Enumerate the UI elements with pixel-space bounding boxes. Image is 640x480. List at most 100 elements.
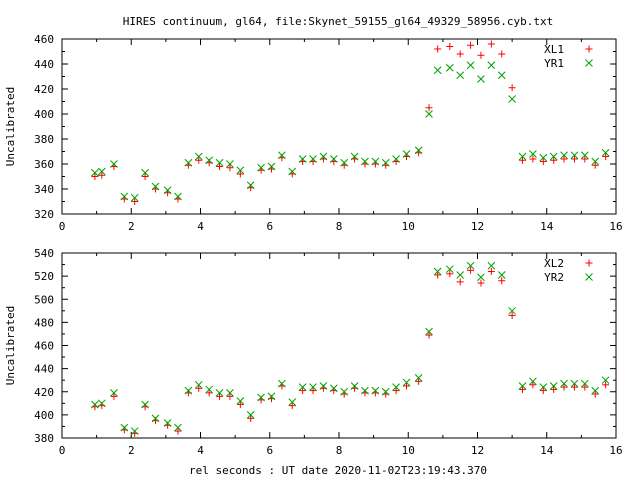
data-point — [216, 392, 224, 400]
data-point — [591, 390, 599, 398]
data-point — [120, 192, 129, 201]
data-point — [434, 45, 442, 53]
chart-title: HIRES continuum, gl64, file:Skynet_59155… — [123, 15, 553, 28]
y-tick-label: 420 — [34, 83, 54, 96]
data-point — [257, 393, 265, 402]
data-point — [580, 379, 589, 388]
data-point — [205, 156, 214, 165]
data-point — [215, 158, 224, 167]
x-tick-label: 2 — [128, 220, 135, 233]
data-point — [195, 384, 203, 392]
y-axis-label: Uncalibrated — [4, 87, 17, 166]
data-point — [487, 261, 496, 270]
data-point — [246, 181, 255, 190]
data-point — [267, 162, 276, 171]
data-point — [309, 387, 317, 395]
y-tick-label: 520 — [34, 270, 54, 283]
x-tick-label: 10 — [402, 220, 415, 233]
series-YR2 — [91, 261, 610, 435]
data-point — [518, 152, 527, 161]
data-point — [415, 377, 423, 385]
data-point — [601, 376, 610, 385]
data-point — [141, 400, 149, 409]
data-point — [456, 50, 464, 58]
data-point — [591, 161, 599, 169]
data-point — [529, 381, 537, 389]
data-point — [403, 382, 411, 390]
data-point — [497, 271, 506, 279]
data-point — [361, 157, 369, 166]
data-point — [392, 387, 400, 395]
data-point — [236, 170, 244, 178]
data-point — [487, 40, 495, 48]
data-point — [560, 151, 568, 160]
data-point — [477, 51, 485, 59]
data-point — [309, 155, 317, 163]
data-point — [174, 192, 182, 201]
data-point — [560, 379, 568, 388]
data-point — [508, 95, 516, 103]
data-point — [529, 377, 537, 386]
data-point — [519, 385, 527, 393]
data-point — [570, 379, 579, 388]
legend-marker — [585, 45, 593, 53]
data-point — [508, 306, 516, 315]
data-point — [226, 164, 234, 172]
data-point — [329, 155, 338, 163]
data-point — [309, 383, 317, 391]
data-point — [381, 387, 390, 396]
data-point — [477, 273, 485, 282]
data-point — [477, 75, 485, 83]
data-point — [591, 386, 600, 395]
y-tick-label: 360 — [34, 158, 54, 171]
data-point — [205, 389, 213, 397]
x-tick-label: 0 — [59, 220, 66, 233]
data-point — [340, 387, 349, 396]
data-point — [319, 382, 328, 390]
y-tick-label: 320 — [34, 208, 54, 221]
legend-label: YR1 — [544, 57, 564, 70]
data-point — [402, 150, 411, 158]
data-point — [91, 400, 99, 409]
data-point — [529, 150, 537, 158]
data-point — [98, 171, 106, 179]
legend-label: XL2 — [544, 257, 564, 270]
data-point — [487, 268, 495, 275]
data-point — [91, 173, 99, 180]
data-point — [350, 382, 359, 390]
data-point — [570, 383, 578, 391]
data-point — [184, 386, 193, 395]
y-tick-label: 400 — [34, 409, 54, 422]
legend-label: YR2 — [544, 271, 564, 284]
data-point — [278, 379, 286, 388]
plot-panel-2: 0 2 4 6 8 10 12 14 16 380 400 420 440 460 480 500 520 540… — [4, 247, 623, 457]
data-point — [602, 153, 610, 160]
x-tick-label: 14 — [540, 220, 554, 233]
data-point — [425, 327, 433, 336]
data-point — [402, 378, 411, 387]
data-point — [246, 411, 255, 419]
data-point — [456, 271, 465, 279]
y-tick-label: 340 — [34, 183, 54, 196]
data-point — [141, 168, 149, 177]
data-point — [97, 399, 106, 408]
y-tick-label: 440 — [34, 58, 54, 71]
data-point — [151, 182, 160, 191]
data-point — [425, 104, 433, 112]
data-point — [581, 383, 589, 391]
data-point — [497, 71, 506, 80]
data-point — [487, 61, 496, 70]
data-point — [446, 43, 454, 50]
data-point — [550, 385, 558, 393]
y-tick-label: 460 — [34, 340, 54, 353]
x-tick-label: 16 — [609, 444, 622, 457]
data-point — [570, 151, 579, 160]
data-point — [130, 427, 139, 435]
data-point — [445, 265, 454, 274]
data-point — [236, 397, 245, 405]
data-point — [371, 157, 380, 166]
data-point — [288, 398, 297, 407]
data-point — [381, 158, 390, 167]
data-point — [456, 71, 465, 80]
data-point — [466, 261, 475, 270]
